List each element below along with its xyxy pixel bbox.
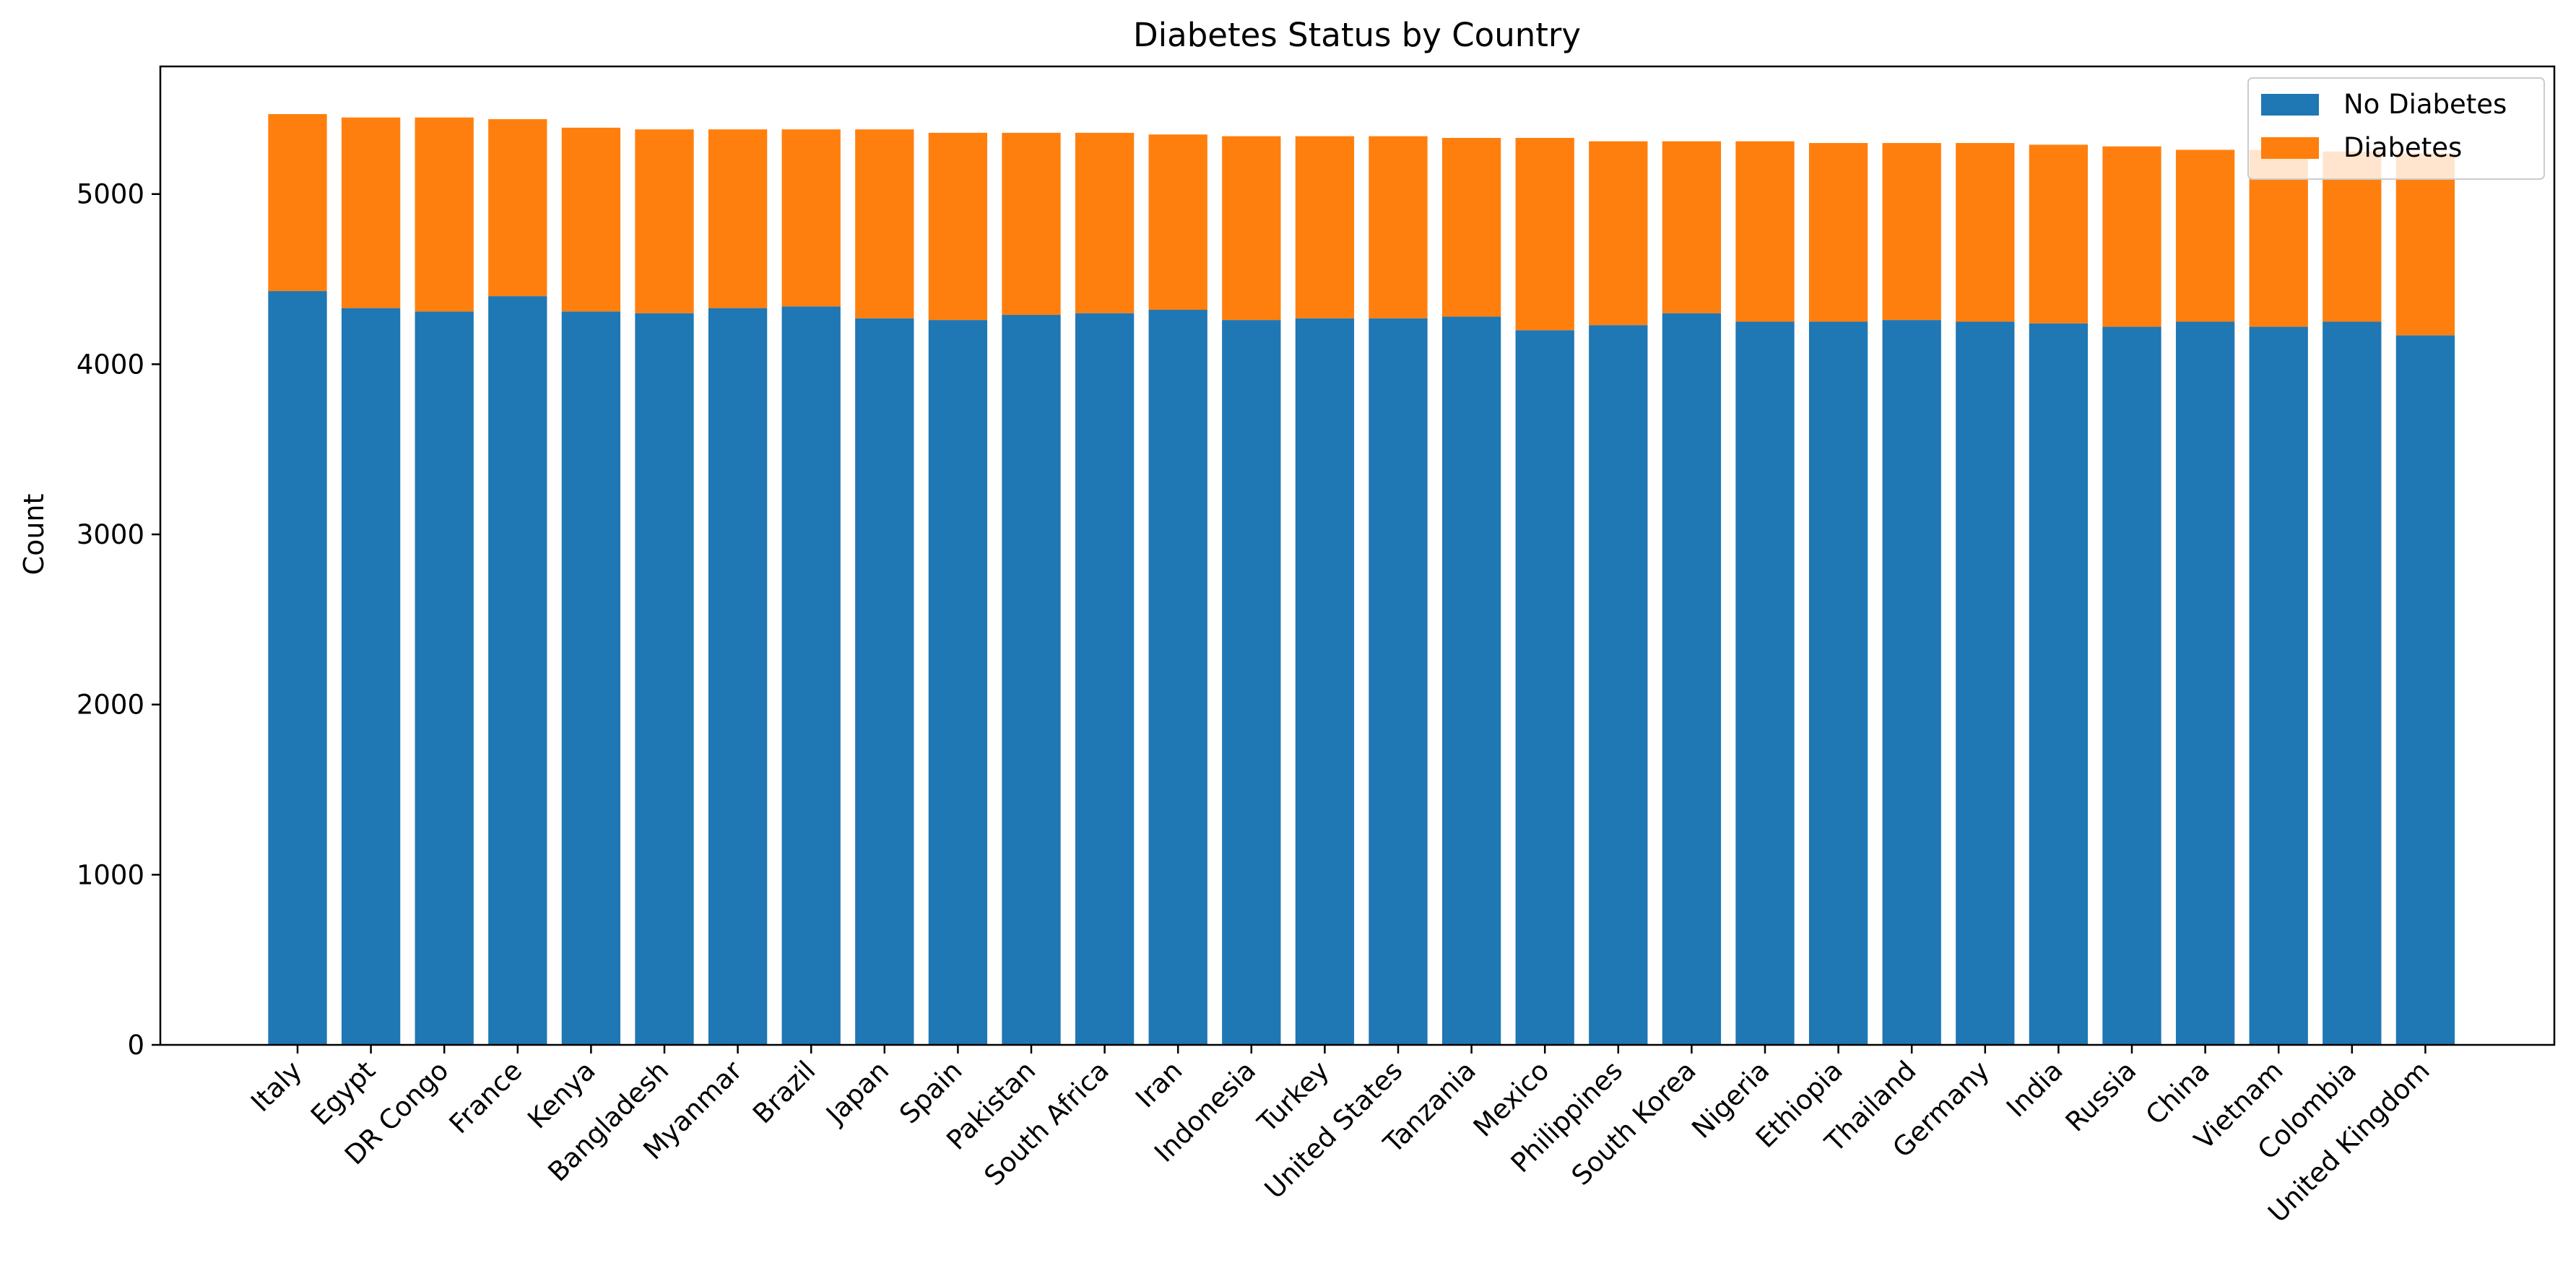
bar-no-diabetes xyxy=(488,296,547,1046)
bar-no-diabetes xyxy=(1002,315,1061,1045)
bar-no-diabetes xyxy=(1589,325,1648,1046)
bar-no-diabetes xyxy=(1882,320,1941,1046)
bar-diabetes xyxy=(561,127,621,312)
legend-label: Diabetes xyxy=(2343,132,2462,163)
bar-no-diabetes xyxy=(1662,313,1722,1045)
bar-no-diabetes xyxy=(2323,321,2382,1045)
bar-no-diabetes xyxy=(781,306,841,1046)
bar-diabetes xyxy=(1956,143,2015,322)
y-tick-label: 4000 xyxy=(77,349,144,380)
bar-diabetes xyxy=(1589,141,1648,326)
bar-no-diabetes xyxy=(708,308,768,1045)
bar-diabetes xyxy=(781,129,841,307)
bar-no-diabetes xyxy=(268,291,327,1045)
bar-diabetes xyxy=(1222,136,1281,321)
bar-diabetes xyxy=(1148,134,1207,310)
bar-diabetes xyxy=(415,117,474,312)
bar-diabetes xyxy=(2395,153,2455,336)
legend-swatch xyxy=(2261,137,2319,159)
legend-label: No Diabetes xyxy=(2343,89,2507,120)
bar-no-diabetes xyxy=(1222,320,1281,1046)
y-tick-label: 3000 xyxy=(77,519,144,550)
bar-no-diabetes xyxy=(928,320,988,1046)
bar-no-diabetes xyxy=(1808,321,1868,1045)
bar-no-diabetes xyxy=(855,318,914,1045)
bar-diabetes xyxy=(1295,136,1355,318)
bars-layer xyxy=(268,113,2455,1046)
bar-diabetes xyxy=(708,129,768,308)
bar-diabetes xyxy=(1002,132,1061,316)
bar-no-diabetes xyxy=(1515,330,1574,1045)
bar-diabetes xyxy=(1441,137,1501,317)
bar-diabetes xyxy=(2029,144,2089,323)
bar-no-diabetes xyxy=(1075,313,1135,1045)
y-tick-label: 2000 xyxy=(77,690,144,721)
bar-diabetes xyxy=(268,113,327,292)
y-axis: 0 1000 2000 3000 4000 5000 xyxy=(77,179,160,1061)
bar-diabetes xyxy=(2102,146,2161,327)
bar-diabetes xyxy=(1662,141,1722,313)
bar-no-diabetes xyxy=(2029,323,2089,1045)
bar-no-diabetes xyxy=(2175,321,2235,1045)
bar-diabetes xyxy=(2323,151,2382,322)
bar-no-diabetes xyxy=(341,308,401,1045)
legend-box xyxy=(2247,77,2545,180)
y-tick-label: 0 xyxy=(127,1030,144,1061)
bar-no-diabetes xyxy=(1441,316,1501,1045)
chart-title: Diabetes Status by Country xyxy=(1133,16,1581,54)
bar-diabetes xyxy=(855,129,914,318)
bar-no-diabetes xyxy=(2102,326,2161,1045)
y-axis-label: Count xyxy=(18,494,50,576)
bar-no-diabetes xyxy=(561,311,621,1046)
bar-no-diabetes xyxy=(1369,318,1428,1045)
bar-no-diabetes xyxy=(1148,309,1207,1045)
bar-diabetes xyxy=(928,132,988,321)
bar-no-diabetes xyxy=(1735,321,1795,1045)
bar-diabetes xyxy=(635,129,694,313)
bar-no-diabetes xyxy=(635,313,694,1045)
bar-diabetes xyxy=(1369,136,1428,318)
bar-diabetes xyxy=(1735,141,1795,322)
bar-diabetes xyxy=(341,117,401,308)
bar-diabetes xyxy=(2175,149,2235,322)
bar-diabetes xyxy=(488,119,547,297)
legend-swatch xyxy=(2261,94,2319,116)
plot-frame xyxy=(159,65,2556,1046)
bar-no-diabetes xyxy=(415,311,474,1046)
legend: No Diabetes Diabetes xyxy=(2247,77,2545,180)
bar-no-diabetes xyxy=(2249,326,2308,1045)
bar-diabetes xyxy=(1882,143,1941,321)
bar-diabetes xyxy=(1075,132,1135,313)
bar-no-diabetes xyxy=(1956,321,2015,1045)
bar-no-diabetes xyxy=(2395,335,2455,1045)
y-tick-label: 5000 xyxy=(77,179,144,210)
bar-diabetes xyxy=(1515,137,1574,331)
y-tick-label: 1000 xyxy=(77,859,144,890)
bar-diabetes xyxy=(1808,143,1868,322)
bar-no-diabetes xyxy=(1295,318,1355,1045)
